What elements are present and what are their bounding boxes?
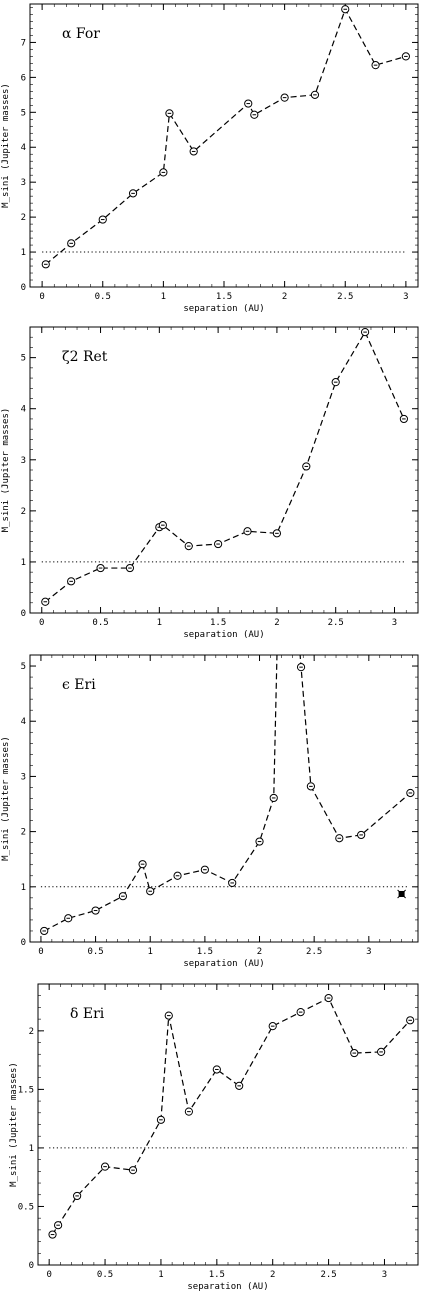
- plot-frame: [29, 654, 419, 943]
- data-series-line: [45, 7, 407, 265]
- x-tick-label: 2.5: [306, 947, 322, 957]
- x-axis-title: separation (AU): [183, 304, 264, 314]
- data-series-line: [52, 997, 411, 1235]
- x-tick-label: 3: [366, 947, 371, 957]
- chart-panel-2: 0 0.5 1 1.5 2 2.5 3 0 1 2 3 4 5 separation (AU) M_sini…: [1, 326, 419, 640]
- y-tick-label: 6: [21, 73, 26, 83]
- plot-frame: [29, 3, 419, 288]
- panel-title: α For: [62, 26, 100, 42]
- y-axis-title: M_sini (Jupiter masses): [1, 736, 11, 861]
- x-tick-label: 0.5: [87, 947, 103, 957]
- x-tick-label: 1.5: [209, 1270, 225, 1280]
- x-tick-label: 2.5: [328, 618, 344, 628]
- x-axis-title: separation (AU): [187, 1282, 268, 1292]
- y-tick-label: 0: [21, 283, 26, 293]
- x-tick-label: 1: [148, 947, 153, 957]
- x-tick-label: 1.5: [216, 292, 232, 302]
- panel-title: ϵ Eri: [62, 677, 96, 693]
- y-tick-label: 3: [21, 772, 26, 782]
- data-series-line: [44, 330, 405, 603]
- x-tick-label: 1.5: [197, 947, 213, 957]
- chart-panel-1: 0 0.5 1 1.5 2 2.5 3 0 1 2 3 4 5 6 7 separation (AU) M_si…: [1, 3, 419, 314]
- y-tick-label: 1: [21, 883, 26, 893]
- x-tick-label: 2: [257, 947, 262, 957]
- y-tick-label: 4: [21, 717, 26, 727]
- x-tick-label: 3: [382, 1270, 387, 1280]
- y-tick-label: 4: [21, 405, 26, 415]
- x-tick-label: 1.5: [210, 618, 226, 628]
- y-tick-label: 3: [21, 178, 26, 188]
- y-axis-title: M_sini (Jupiter masses): [1, 408, 11, 533]
- x-tick-label: 0.5: [92, 618, 108, 628]
- extra-marker-cross: [397, 889, 406, 899]
- y-tick-label: 2: [21, 828, 26, 838]
- x-tick-label: 1: [158, 1270, 163, 1280]
- y-tick-label: 5: [21, 108, 26, 118]
- y-axis-title: M_sini (Jupiter masses): [9, 1062, 19, 1187]
- x-tick-label: 0.5: [95, 292, 111, 302]
- x-tick-label: 1: [157, 618, 162, 628]
- x-tick-label: 1: [161, 292, 166, 302]
- x-tick-label: 3: [392, 618, 397, 628]
- y-tick-label: 1: [21, 248, 26, 258]
- x-axis-title: separation (AU): [183, 959, 264, 969]
- y-tick-label: 3: [21, 456, 26, 466]
- panel-title: δ Eri: [70, 1006, 105, 1022]
- y-tick-label: 0: [29, 1261, 34, 1271]
- x-tick-label: 0: [46, 1270, 51, 1280]
- y-tick-label: 1: [21, 558, 26, 568]
- x-tick-label: 0.5: [97, 1270, 113, 1280]
- y-tick-label: 1.5: [18, 1085, 34, 1095]
- x-tick-label: 3: [403, 292, 408, 302]
- y-tick-label: 2: [21, 213, 26, 223]
- data-series-line: [43, 655, 411, 932]
- panel-title: ζ2 Ret: [62, 349, 108, 365]
- x-tick-label: 2: [282, 292, 287, 302]
- y-tick-label: 5: [21, 354, 26, 364]
- y-tick-label: 0: [21, 609, 26, 619]
- y-tick-label: 0.5: [18, 1202, 34, 1212]
- x-tick-label: 0: [39, 618, 44, 628]
- x-tick-label: 2: [274, 618, 279, 628]
- y-tick-label: 2: [21, 507, 26, 517]
- y-tick-label: 5: [21, 662, 26, 672]
- y-tick-label: 0: [21, 938, 26, 948]
- x-tick-label: 2.5: [320, 1270, 336, 1280]
- x-axis-title: separation (AU): [183, 630, 264, 640]
- y-tick-label: 4: [21, 143, 26, 153]
- y-axis-title: M_sini (Jupiter masses): [1, 83, 11, 208]
- plot-frame: [37, 983, 419, 1266]
- y-tick-label: 7: [21, 38, 26, 48]
- chart-panel-3: 0 0.5 1 1.5 2 2.5 3 0 1 2 3 4 5 separation (AU) M_sini…: [1, 654, 419, 969]
- x-tick-label: 0: [38, 947, 43, 957]
- y-tick-label: 1: [29, 1144, 34, 1154]
- x-tick-label: 2.5: [337, 292, 353, 302]
- y-tick-label: 2: [29, 1027, 34, 1037]
- plot-frame: [29, 326, 419, 614]
- x-tick-label: 2: [270, 1270, 275, 1280]
- x-tick-label: 0: [39, 292, 44, 302]
